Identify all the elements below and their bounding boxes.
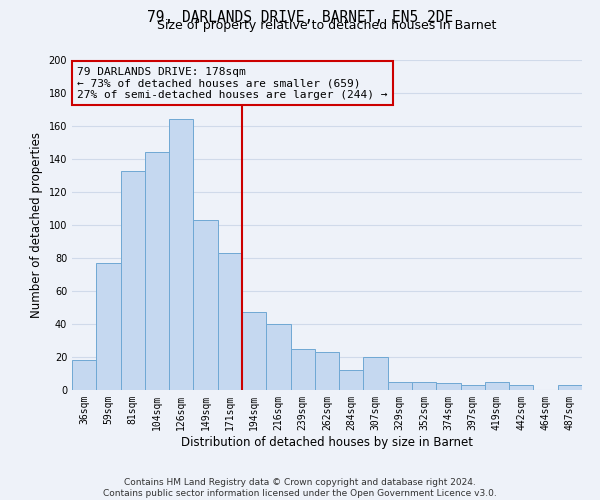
Bar [266,324,290,390]
X-axis label: Distribution of detached houses by size in Barnet: Distribution of detached houses by size … [181,436,473,448]
Bar [315,352,339,390]
Bar [388,382,412,390]
Text: Contains HM Land Registry data © Crown copyright and database right 2024.
Contai: Contains HM Land Registry data © Crown c… [103,478,497,498]
Bar [412,382,436,390]
Bar [436,384,461,390]
Bar [193,220,218,390]
Bar [121,170,145,390]
Bar [485,382,509,390]
Y-axis label: Number of detached properties: Number of detached properties [30,132,43,318]
Bar [242,312,266,390]
Text: 79, DARLANDS DRIVE, BARNET, EN5 2DE: 79, DARLANDS DRIVE, BARNET, EN5 2DE [147,10,453,25]
Bar [339,370,364,390]
Bar [145,152,169,390]
Bar [461,385,485,390]
Text: 79 DARLANDS DRIVE: 178sqm
← 73% of detached houses are smaller (659)
27% of semi: 79 DARLANDS DRIVE: 178sqm ← 73% of detac… [77,66,388,100]
Bar [218,253,242,390]
Bar [558,385,582,390]
Bar [509,385,533,390]
Bar [290,349,315,390]
Bar [96,263,121,390]
Bar [72,360,96,390]
Bar [364,357,388,390]
Bar [169,120,193,390]
Title: Size of property relative to detached houses in Barnet: Size of property relative to detached ho… [157,20,497,32]
